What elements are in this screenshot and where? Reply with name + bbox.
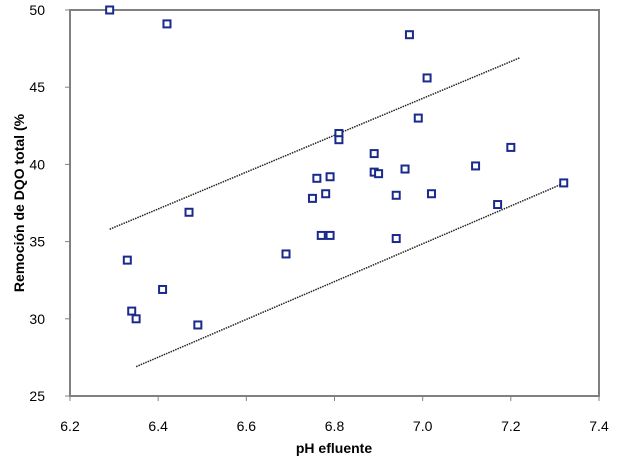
data-point: [307, 193, 317, 203]
data-point: [105, 5, 115, 15]
data-point: [471, 161, 481, 171]
y-tick-label: 50: [29, 2, 45, 18]
data-point: [131, 314, 141, 324]
x-tick-label: 6.8: [325, 418, 345, 434]
x-tick-label: 7.4: [589, 418, 609, 434]
data-point: [325, 230, 335, 240]
data-point: [316, 230, 326, 240]
plot-area: [69, 9, 600, 397]
bound-line: [109, 57, 520, 230]
data-point: [374, 169, 384, 179]
data-point: [158, 284, 168, 294]
data-point: [426, 189, 436, 199]
data-point: [391, 234, 401, 244]
x-tick-label: 6.6: [237, 418, 257, 434]
data-point: [184, 207, 194, 217]
data-point: [334, 135, 344, 145]
x-tick-label: 7.0: [413, 418, 433, 434]
data-point: [422, 73, 432, 83]
data-points: [105, 5, 569, 330]
y-tick-label: 25: [29, 388, 45, 404]
data-point: [281, 249, 291, 259]
bound-line: [135, 180, 569, 368]
data-point: [312, 173, 322, 183]
y-tick-label: 40: [29, 156, 45, 172]
x-axis-title: pH efluente: [296, 440, 372, 456]
y-tick-label: 45: [29, 79, 45, 95]
data-point: [127, 306, 137, 316]
data-point: [506, 142, 516, 152]
data-point: [122, 255, 132, 265]
x-axis-ticks: 6.2 6.4 6.6 6.8 7.0 7.2 7.4: [60, 396, 609, 434]
y-axis-ticks: 25 30 35 40 45 50: [29, 2, 70, 404]
data-point: [400, 164, 410, 174]
x-tick-label: 7.2: [501, 418, 521, 434]
data-point: [391, 190, 401, 200]
data-point: [369, 149, 379, 159]
y-tick-label: 30: [29, 311, 45, 327]
x-tick-label: 6.2: [60, 418, 80, 434]
y-tick-label: 35: [29, 234, 45, 250]
data-point: [559, 178, 569, 188]
data-point: [404, 30, 414, 40]
y-axis-title: Remoción de DQO total (%: [11, 113, 27, 292]
data-point: [162, 19, 172, 29]
data-point: [493, 200, 503, 210]
data-point: [321, 189, 331, 199]
data-point: [325, 172, 335, 182]
bound-lines: [109, 57, 569, 368]
data-point: [193, 320, 203, 330]
x-tick-label: 6.4: [148, 418, 168, 434]
data-point: [413, 113, 423, 123]
